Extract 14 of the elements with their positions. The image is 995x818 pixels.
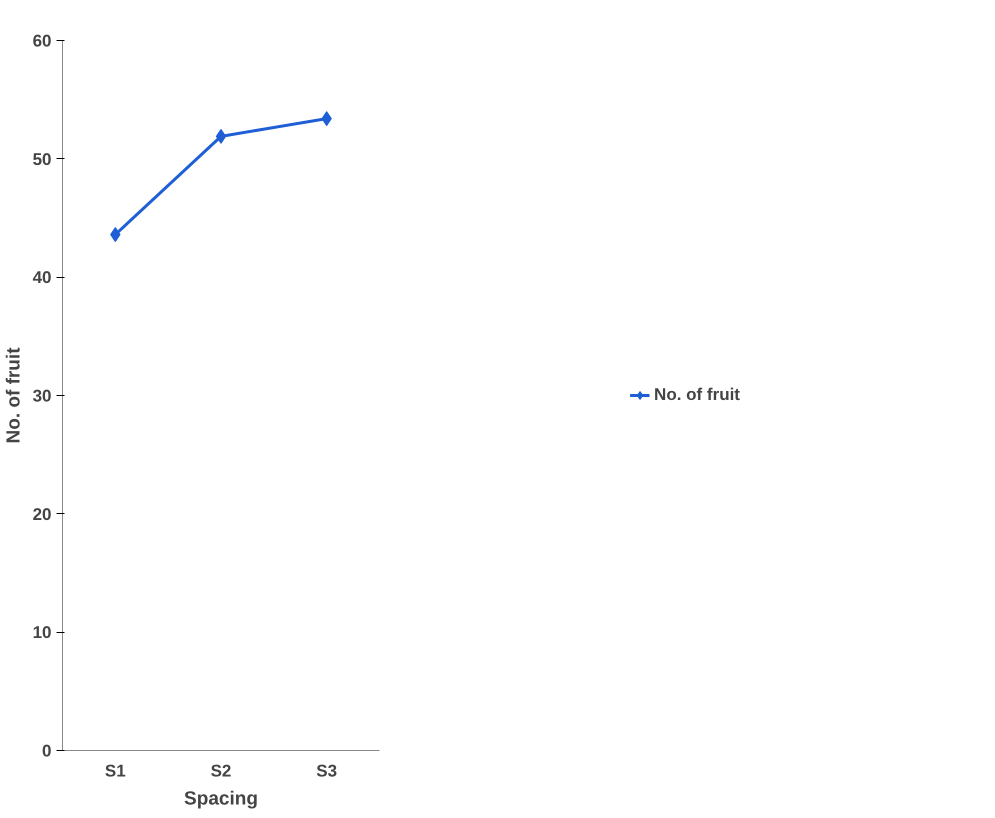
y-tick-label: 50 <box>32 150 52 169</box>
x-axis-title: Spacing <box>184 788 258 810</box>
y-tick-label: 0 <box>42 742 52 760</box>
y-tick-label: 40 <box>32 268 52 288</box>
y-tick-label: 20 <box>32 504 52 524</box>
point <box>216 128 226 144</box>
x-tick-label: S1 <box>104 762 126 780</box>
y-tick-label: 30 <box>32 386 52 406</box>
x-tick-label: S3 <box>316 762 338 780</box>
y-axis-title: No. of fruit <box>4 346 25 444</box>
y-tick-label: 60 <box>32 32 52 50</box>
legend-label: No. of fruit <box>654 385 740 405</box>
x-tick-label: S2 <box>210 762 232 780</box>
y-tick-label: 10 <box>32 623 52 642</box>
